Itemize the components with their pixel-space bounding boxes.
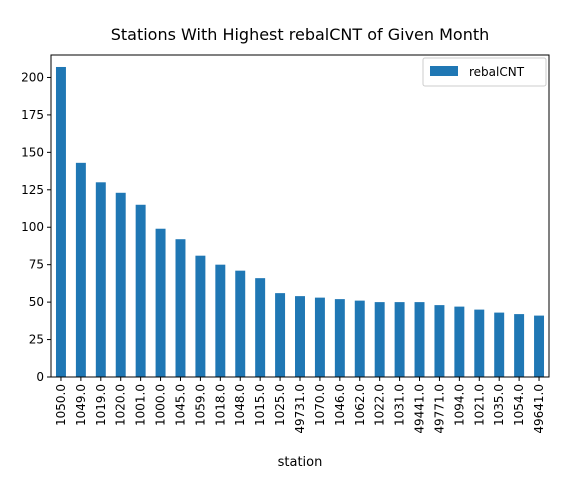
bar-1049.0 [75, 162, 86, 377]
bar-1035.0 [494, 312, 505, 377]
bar-1046.0 [334, 299, 345, 377]
x-tick-label: 1021.0 [472, 384, 486, 426]
x-tick-label: 1020.0 [114, 384, 128, 426]
bar-1048.0 [235, 270, 246, 377]
bar-1021.0 [474, 309, 485, 377]
legend-swatch-rebalcnt [430, 66, 458, 76]
x-tick-label: 1022.0 [373, 384, 387, 426]
x-axis: 1050.0 1049.0 1019.0 1020.0 1001.0 1000.0 1045… [54, 377, 546, 434]
x-tick-label: 1094.0 [452, 384, 466, 426]
x-tick-label: 1015.0 [253, 384, 267, 426]
bar-1094.0 [454, 306, 465, 377]
y-tick-label: 175 [21, 108, 44, 122]
bar-1059.0 [195, 255, 206, 377]
legend-frame [422, 57, 547, 87]
bar-1050.0 [55, 66, 66, 378]
bar-1070.0 [314, 297, 325, 377]
y-axis: 0 25 50 75 100 125 150 175 200 [21, 70, 51, 384]
y-tick-label: 200 [21, 70, 44, 84]
bar-1022.0 [374, 302, 385, 377]
bar-1019.0 [95, 182, 106, 377]
bar-1020.0 [115, 192, 126, 377]
y-tick-label: 125 [21, 183, 44, 197]
x-tick-label: 1019.0 [94, 384, 108, 426]
bars-group [55, 66, 545, 378]
bar-1054.0 [514, 314, 525, 377]
x-axis-label: station [278, 455, 323, 470]
x-tick-label: 1045.0 [173, 384, 187, 426]
bar-49441.0 [414, 302, 425, 377]
x-tick-label: 1046.0 [333, 384, 347, 426]
y-tick-label: 100 [21, 220, 44, 234]
x-tick-label: 1062.0 [353, 384, 367, 426]
x-tick-label: 1031.0 [393, 384, 407, 426]
x-tick-label: 1025.0 [273, 384, 287, 426]
x-tick-label: 1000.0 [154, 384, 168, 426]
bar-1018.0 [215, 264, 226, 377]
y-tick-label: 0 [36, 370, 44, 384]
x-tick-label: 1059.0 [193, 384, 207, 426]
x-tick-label: 49441.0 [413, 384, 427, 434]
y-tick-label: 150 [21, 145, 44, 159]
legend-label-rebalcnt: rebalCNT [469, 65, 525, 79]
x-tick-label: 49641.0 [532, 384, 546, 434]
bar-1000.0 [155, 228, 166, 377]
x-tick-label: 1001.0 [134, 384, 148, 426]
y-tick-label: 75 [29, 258, 44, 272]
bar-49641.0 [534, 315, 545, 377]
bar-1015.0 [255, 278, 266, 377]
x-tick-label: 1049.0 [74, 384, 88, 426]
x-tick-label: 1035.0 [492, 384, 506, 426]
bar-49771.0 [434, 305, 445, 377]
x-tick-label: 1018.0 [213, 384, 227, 426]
plot-frame [50, 54, 550, 378]
y-tick-label: 50 [29, 295, 44, 309]
legend: rebalCNT [422, 57, 547, 87]
bar-49731.0 [295, 296, 305, 377]
x-tick-label: 49771.0 [432, 384, 446, 434]
x-tick-label: 1054.0 [512, 384, 526, 426]
x-tick-label: 1050.0 [54, 384, 68, 426]
bar-1001.0 [135, 204, 146, 377]
x-tick-label: 49731.0 [293, 384, 307, 434]
x-tick-label: 1070.0 [313, 384, 327, 426]
bar-1062.0 [354, 300, 365, 377]
x-tick-label: 1048.0 [233, 384, 247, 426]
bar-1045.0 [175, 239, 186, 377]
chart-title: Stations With Highest rebalCNT of Given … [111, 25, 490, 44]
y-tick-label: 25 [29, 333, 44, 347]
bar-1025.0 [275, 293, 286, 377]
bar-1031.0 [394, 302, 405, 377]
